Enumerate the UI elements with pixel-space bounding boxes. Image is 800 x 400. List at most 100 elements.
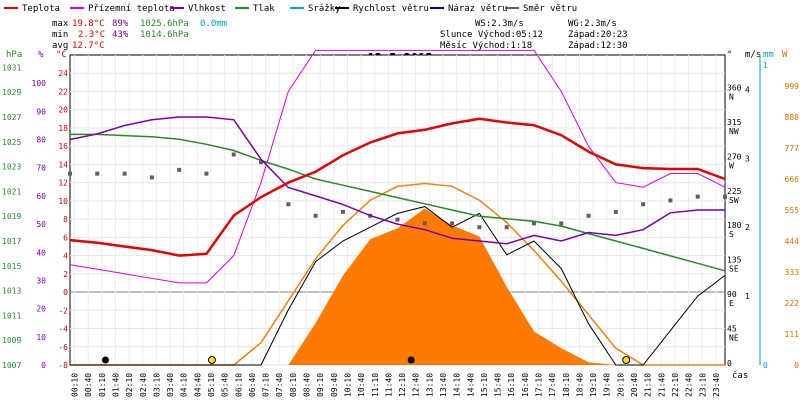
x-tick-label: 07:10 bbox=[262, 373, 271, 397]
series-wind-dir-point bbox=[531, 221, 536, 226]
rain-tick-label: 1 bbox=[763, 61, 768, 70]
sun-tick-label: 888 bbox=[785, 113, 800, 122]
temp-tick-label: 22 bbox=[58, 87, 68, 96]
press-tick-label: 1029 bbox=[2, 88, 21, 97]
x-tick-label: 04:40 bbox=[193, 373, 202, 397]
hum-tick-label: 30 bbox=[36, 276, 46, 285]
x-tick-label: 22:40 bbox=[685, 373, 694, 397]
x-tick-label: 00:40 bbox=[84, 373, 93, 397]
series-wind-dir-point bbox=[422, 221, 427, 226]
series-wind-dir-point bbox=[231, 152, 236, 157]
series-wind-dir-point bbox=[95, 171, 100, 176]
x-tick-label: 02:40 bbox=[139, 373, 148, 397]
x-tick-label: 03:40 bbox=[166, 373, 175, 397]
series-wind-speed bbox=[70, 206, 726, 366]
series-pressure bbox=[70, 133, 726, 272]
info-sun-set: Západ:20:23 bbox=[568, 30, 628, 40]
temp-tick-label: 0 bbox=[63, 288, 68, 297]
sun-tick-label: 555 bbox=[785, 206, 800, 215]
series-wind-dir-point bbox=[586, 213, 591, 218]
x-tick-label: 12:40 bbox=[412, 373, 421, 397]
temp-tick-label: -2 bbox=[58, 306, 68, 315]
stats-value: 1025.6hPa bbox=[140, 19, 189, 29]
x-tick-label: 13:10 bbox=[425, 373, 434, 397]
series-wind-dir-point bbox=[313, 213, 318, 218]
stats-value: 1014.6hPa bbox=[140, 30, 189, 40]
stats-value: 0.0mm bbox=[200, 19, 227, 29]
dir-tick-label: 315 bbox=[727, 118, 742, 127]
series-wind-dir-point bbox=[613, 209, 618, 214]
series-wind-dir-point bbox=[68, 171, 72, 176]
x-tick-label: 23:40 bbox=[712, 373, 721, 397]
hum-tick-label: 60 bbox=[36, 192, 46, 201]
x-tick-label: 06:40 bbox=[248, 373, 257, 397]
hum-tick-label: 0 bbox=[41, 361, 46, 370]
x-tick-label: 13:40 bbox=[439, 373, 448, 397]
press-tick-label: 1013 bbox=[2, 287, 21, 296]
stats-value: 89% bbox=[112, 19, 129, 29]
legend-item: Teplota bbox=[22, 4, 60, 14]
series-humidity bbox=[69, 116, 725, 245]
series-wind-dir-point bbox=[504, 225, 509, 230]
series-wind-dir-point bbox=[723, 194, 727, 199]
x-tick-label: 21:40 bbox=[657, 373, 666, 397]
press-tick-label: 1031 bbox=[2, 63, 21, 72]
x-tick-label: 11:10 bbox=[371, 373, 380, 397]
sun-tick-label: 333 bbox=[785, 268, 800, 277]
sun-tick-label: 444 bbox=[785, 237, 800, 246]
dir-tick-name: SW bbox=[729, 196, 739, 205]
x-tick-label: 06:10 bbox=[234, 373, 243, 397]
axis-unit-temp: °C bbox=[56, 50, 67, 60]
wind-tick-label: 1 bbox=[745, 292, 750, 301]
x-tick-label: 00:10 bbox=[71, 373, 80, 397]
x-tick-label: 11:40 bbox=[384, 373, 393, 397]
x-tick-label: 09:40 bbox=[330, 373, 339, 397]
x-tick-label: 20:10 bbox=[616, 373, 625, 397]
press-tick-label: 1021 bbox=[2, 187, 21, 196]
x-tick-label: 04:10 bbox=[180, 373, 189, 397]
hum-tick-label: 20 bbox=[36, 305, 46, 314]
x-tick-label: 18:10 bbox=[562, 373, 571, 397]
sun-tick-label: 111 bbox=[785, 330, 800, 339]
series-ground-temp bbox=[69, 49, 726, 284]
x-tick-label: 17:10 bbox=[535, 373, 544, 397]
sunrise-marker bbox=[207, 356, 216, 364]
sun-tick-label: 999 bbox=[785, 82, 800, 91]
moonset-marker bbox=[407, 356, 415, 364]
dir-tick-label: 0 bbox=[727, 359, 732, 368]
x-tick-label: 19:40 bbox=[603, 373, 612, 397]
press-tick-label: 1023 bbox=[2, 163, 21, 172]
info-moon: Měsíc Východ:1:18 bbox=[440, 41, 532, 51]
x-tick-label: 14:40 bbox=[466, 373, 475, 397]
stats-value: 43% bbox=[112, 30, 129, 40]
stats-label: max bbox=[52, 19, 69, 29]
hum-tick-label: 100 bbox=[32, 79, 47, 88]
dir-tick-name: E bbox=[729, 299, 734, 308]
series-wind-dir-point bbox=[204, 171, 209, 176]
press-tick-label: 1017 bbox=[2, 237, 21, 246]
dir-tick-label: 270 bbox=[727, 152, 742, 161]
series-solar-area bbox=[70, 208, 725, 365]
sunset-marker bbox=[622, 356, 631, 364]
axis-unit-press: hPa bbox=[6, 50, 22, 60]
series-wind-dir-point bbox=[177, 167, 182, 172]
temp-tick-label: 4 bbox=[63, 252, 68, 261]
temp-tick-label: 8 bbox=[63, 215, 68, 224]
dir-tick-name: SE bbox=[729, 265, 739, 274]
x-tick-label: 05:10 bbox=[207, 373, 216, 397]
info-wg: WG:2.3m/s bbox=[568, 19, 617, 29]
series-wind-dir-point bbox=[122, 171, 127, 176]
series-wind-dir-point bbox=[450, 221, 455, 226]
stats-value: 2.3°C bbox=[78, 30, 105, 40]
dir-tick-label: 360 bbox=[727, 83, 742, 92]
sun-tick-label: 777 bbox=[785, 144, 800, 153]
legend-item: Náraz větru bbox=[448, 4, 508, 14]
x-tick-label: 09:10 bbox=[316, 373, 325, 397]
temp-tick-label: 16 bbox=[58, 142, 68, 151]
info-moon-set: Západ:12:30 bbox=[568, 41, 628, 51]
series-wind-dir-point bbox=[695, 194, 700, 199]
x-tick-label: 14:10 bbox=[453, 373, 462, 397]
press-tick-label: 1027 bbox=[2, 113, 21, 122]
x-tick-label: 02:10 bbox=[125, 373, 134, 397]
